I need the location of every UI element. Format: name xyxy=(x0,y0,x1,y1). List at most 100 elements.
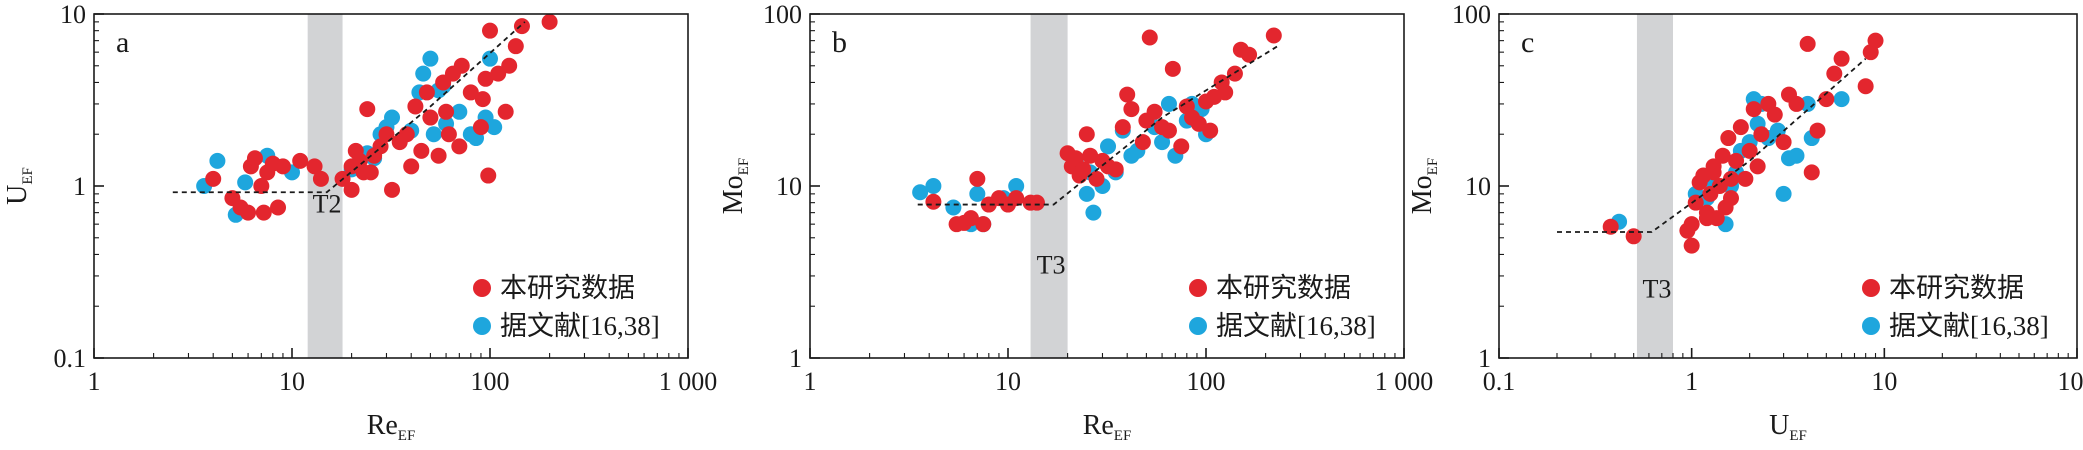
y-tick-label: 10 xyxy=(1465,172,1491,201)
data-point-this-study xyxy=(205,170,222,187)
data-point-this-study xyxy=(1082,147,1099,164)
data-point-literature xyxy=(422,50,439,67)
data-point-this-study xyxy=(1722,190,1739,207)
data-point-this-study xyxy=(1788,95,1805,112)
legend-marker xyxy=(473,317,491,335)
data-point-literature xyxy=(482,50,498,67)
data-point-this-study xyxy=(1265,27,1282,44)
data-point-this-study xyxy=(1146,103,1163,120)
data-point-literature xyxy=(486,119,503,136)
y-tick-label: 100 xyxy=(1452,0,1491,29)
y-tick-label: 0.1 xyxy=(54,344,87,373)
data-point-literature xyxy=(384,109,401,126)
data-point-this-study xyxy=(453,57,470,74)
data-point-this-study xyxy=(480,167,497,184)
data-point-literature xyxy=(1085,204,1102,221)
data-point-this-study xyxy=(451,138,468,155)
data-point-this-study xyxy=(1114,119,1131,136)
data-point-this-study xyxy=(362,164,379,181)
data-point-literature xyxy=(451,103,468,120)
chart-panel-c: T30.1110100110100UEFMoEFc本研究数据据文献[16,38] xyxy=(1407,0,2083,444)
legend-marker xyxy=(1189,317,1207,335)
x-tick-label: 0.1 xyxy=(1483,367,1516,396)
data-point-this-study xyxy=(430,147,447,164)
data-point-this-study xyxy=(240,204,257,221)
data-point-this-study xyxy=(1749,158,1766,175)
x-tick-label: 1 000 xyxy=(1375,367,1434,396)
data-point-this-study xyxy=(1799,35,1816,52)
data-point-this-study xyxy=(541,13,558,30)
data-point-this-study xyxy=(398,126,415,143)
data-point-literature xyxy=(1078,185,1095,202)
threshold-band xyxy=(1030,14,1068,358)
data-point-this-study xyxy=(1687,194,1704,211)
x-tick-label: 100 xyxy=(471,367,510,396)
x-tick-label: 100 xyxy=(2058,367,2083,396)
panel-label: a xyxy=(116,26,129,59)
data-point-this-study xyxy=(482,22,498,39)
chart-panel-a: T21 10 100 1 0000.1110ReEFUEFa本研究数据据文献[16,3… xyxy=(2,0,717,444)
data-point-this-study xyxy=(384,181,401,198)
data-point-this-study xyxy=(1857,78,1874,95)
y-tick-label: 100 xyxy=(763,0,802,29)
data-point-literature xyxy=(1775,185,1792,202)
data-point-this-study xyxy=(422,109,439,126)
legend-label: 本研究数据 xyxy=(1216,273,1351,303)
chart-panel-b: T3 1 10 100 1 000 1 10 100 ReEF MoEF b 本研究数据据文献[16,… xyxy=(718,0,1433,444)
legend-label: 本研究数据 xyxy=(1889,273,2024,303)
y-tick-label: 10 xyxy=(776,172,802,201)
data-point-this-study xyxy=(1833,50,1850,67)
x-tick-label: 1 xyxy=(1685,367,1698,396)
data-point-this-study xyxy=(1008,190,1025,207)
x-tick-label: 1 xyxy=(804,367,817,396)
data-point-this-study xyxy=(472,119,489,136)
data-point-this-study xyxy=(1160,122,1177,139)
data-point-this-study xyxy=(306,158,323,175)
band-label: T3 xyxy=(1643,274,1672,303)
x-tick-label: 10 xyxy=(279,367,305,396)
x-axis-label: ReEF xyxy=(367,410,416,444)
data-point-this-study xyxy=(246,150,263,167)
data-point-this-study xyxy=(1134,134,1151,151)
y-tick-label: 10 xyxy=(60,0,86,29)
y-axis-label: MoEF xyxy=(1407,158,1441,214)
data-point-this-study xyxy=(253,178,270,194)
data-point-literature xyxy=(1100,138,1117,155)
data-point-this-study xyxy=(1775,134,1792,151)
data-point-literature xyxy=(925,178,942,194)
data-point-this-study xyxy=(962,210,979,227)
panel-label: b xyxy=(832,26,847,59)
data-point-this-study xyxy=(1173,138,1190,155)
data-point-this-study xyxy=(507,38,524,55)
x-tick-label: 1 xyxy=(88,367,101,396)
data-point-this-study xyxy=(462,84,479,101)
data-point-this-study xyxy=(343,181,360,198)
x-axis-label: ReEF xyxy=(1083,410,1132,444)
data-point-literature xyxy=(1160,95,1177,112)
data-point-this-study xyxy=(1745,101,1762,118)
data-point-this-study xyxy=(1722,170,1739,187)
data-point-this-study xyxy=(1753,126,1770,143)
data-point-this-study xyxy=(292,152,309,169)
data-point-this-study xyxy=(1867,32,1884,49)
data-point-this-study xyxy=(1698,210,1715,227)
data-point-this-study xyxy=(501,57,518,74)
data-point-this-study xyxy=(1728,152,1745,169)
data-point-this-study xyxy=(1164,60,1181,77)
data-point-this-study xyxy=(1217,84,1234,101)
data-point-this-study xyxy=(1818,91,1835,108)
data-point-this-study xyxy=(1119,86,1136,103)
data-point-literature xyxy=(969,185,986,202)
data-point-literature xyxy=(237,174,254,191)
data-point-this-study xyxy=(1202,122,1219,139)
data-point-literature xyxy=(1833,91,1850,108)
data-point-literature xyxy=(209,152,226,169)
data-point-this-study xyxy=(274,158,291,175)
data-point-literature xyxy=(1008,178,1025,194)
threshold-band xyxy=(307,14,343,358)
data-point-this-study xyxy=(1732,119,1749,136)
data-point-literature xyxy=(1799,95,1816,112)
data-point-literature xyxy=(912,184,929,201)
data-point-this-study xyxy=(477,70,494,87)
y-tick-label: 1 xyxy=(1478,344,1491,373)
